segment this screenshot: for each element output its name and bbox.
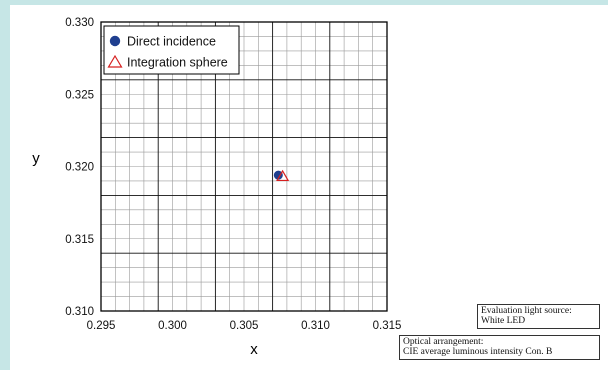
x-tick-label: 0.300 bbox=[158, 320, 187, 332]
legend-box bbox=[103, 25, 240, 75]
light-source-value: White LED bbox=[481, 316, 526, 326]
x-tick-labels: 0.295 0.300 0.305 0.310 0.315 bbox=[87, 320, 402, 332]
data-points bbox=[273, 169, 290, 182]
light-source-title: Evaluation light source: bbox=[481, 306, 572, 316]
y-tick-label: 0.315 bbox=[65, 234, 94, 246]
optical-arrangement-note: Optical arrangement: CIE average luminou… bbox=[399, 335, 600, 360]
x-tick-label: 0.295 bbox=[87, 320, 116, 332]
y-tick-label: 0.320 bbox=[65, 162, 94, 174]
major-grid bbox=[101, 22, 387, 311]
y-tick-label: 0.325 bbox=[65, 89, 94, 101]
minor-grid bbox=[101, 22, 387, 311]
integration-sphere-point bbox=[276, 169, 290, 182]
y-tick-labels: 0.310 0.315 0.320 0.325 0.330 bbox=[65, 17, 94, 318]
x-tick-label: 0.310 bbox=[301, 320, 330, 332]
frame-top-band bbox=[0, 0, 608, 5]
frame-left-band bbox=[0, 0, 10, 370]
x-tick-label: 0.315 bbox=[373, 320, 402, 332]
filled-circle-icon bbox=[109, 35, 121, 47]
legend: Direct incidence Integration sphere bbox=[103, 25, 240, 75]
x-tick-label: 0.305 bbox=[230, 320, 259, 332]
arrangement-value: CIE average luminous intensity Con. B bbox=[403, 347, 553, 357]
direct-incidence-point bbox=[273, 170, 283, 180]
y-tick-label: 0.310 bbox=[65, 306, 94, 318]
y-tick-label: 0.330 bbox=[65, 17, 94, 29]
y-axis-label: y bbox=[32, 150, 40, 167]
legend-entry-label: Direct incidence bbox=[127, 35, 216, 49]
light-source-note: Evaluation light source: White LED bbox=[477, 304, 600, 329]
legend-entry-label: Integration sphere bbox=[127, 56, 228, 70]
plot-border bbox=[100, 21, 388, 312]
arrangement-title: Optical arrangement: bbox=[403, 337, 484, 347]
open-triangle-icon bbox=[107, 54, 123, 68]
x-axis-label: x bbox=[250, 341, 258, 358]
